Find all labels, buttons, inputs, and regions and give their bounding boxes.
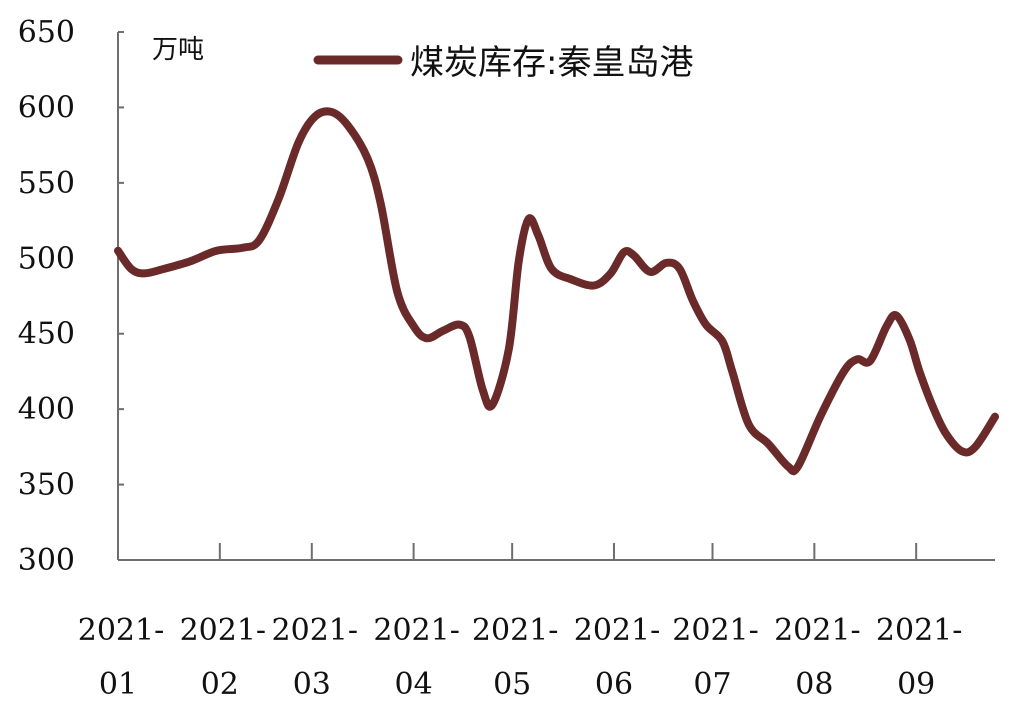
x-tick-label-year: 2021-	[876, 613, 962, 648]
y-tick-label: 400	[18, 392, 75, 427]
x-tick-label-year: 2021-	[78, 613, 164, 648]
series-line	[114, 107, 999, 476]
x-tick-label-year: 2021-	[774, 613, 860, 648]
y-tick-label: 600	[18, 90, 75, 125]
x-axis-ticks: 2021- 01 2021- 02 2021- 03 2021- 04 2021- 05 2021-…	[78, 543, 962, 702]
x-tick-label-month: 01	[99, 667, 137, 702]
y-tick-label: 550	[18, 166, 75, 201]
legend-label: 煤炭库存:秦皇岛港	[410, 43, 693, 83]
x-tick-label-year: 2021-	[574, 613, 660, 648]
y-tick-label: 500	[18, 241, 75, 276]
x-tick-label-year: 2021-	[672, 613, 758, 648]
x-tick-label-year: 2021-	[180, 613, 266, 648]
y-tick-label: 450	[18, 317, 75, 352]
y-tick-label: 300	[18, 543, 75, 578]
x-tick-label-month: 08	[795, 667, 833, 702]
y-axis-ticks: 300 350 400 450 500 550 600 650	[18, 15, 124, 578]
x-tick-label-year: 2021-	[272, 613, 358, 648]
x-tick-label-month: 09	[897, 667, 935, 702]
series-layer	[114, 107, 999, 476]
x-tick-label-month: 03	[293, 667, 331, 702]
y-tick-label: 650	[18, 15, 75, 50]
x-tick-label-month: 02	[201, 667, 239, 702]
legend: 煤炭库存:秦皇岛港	[313, 43, 693, 83]
x-tick-label-month: 05	[493, 667, 531, 702]
x-tick-label-year: 2021-	[472, 613, 558, 648]
x-tick-label-month: 06	[595, 667, 633, 702]
unit-label: 万吨	[152, 35, 204, 65]
x-tick-label-year: 2021-	[373, 613, 459, 648]
x-tick-label-month: 07	[693, 667, 731, 702]
x-tick-label-month: 04	[395, 667, 433, 702]
y-tick-label: 350	[18, 468, 75, 503]
